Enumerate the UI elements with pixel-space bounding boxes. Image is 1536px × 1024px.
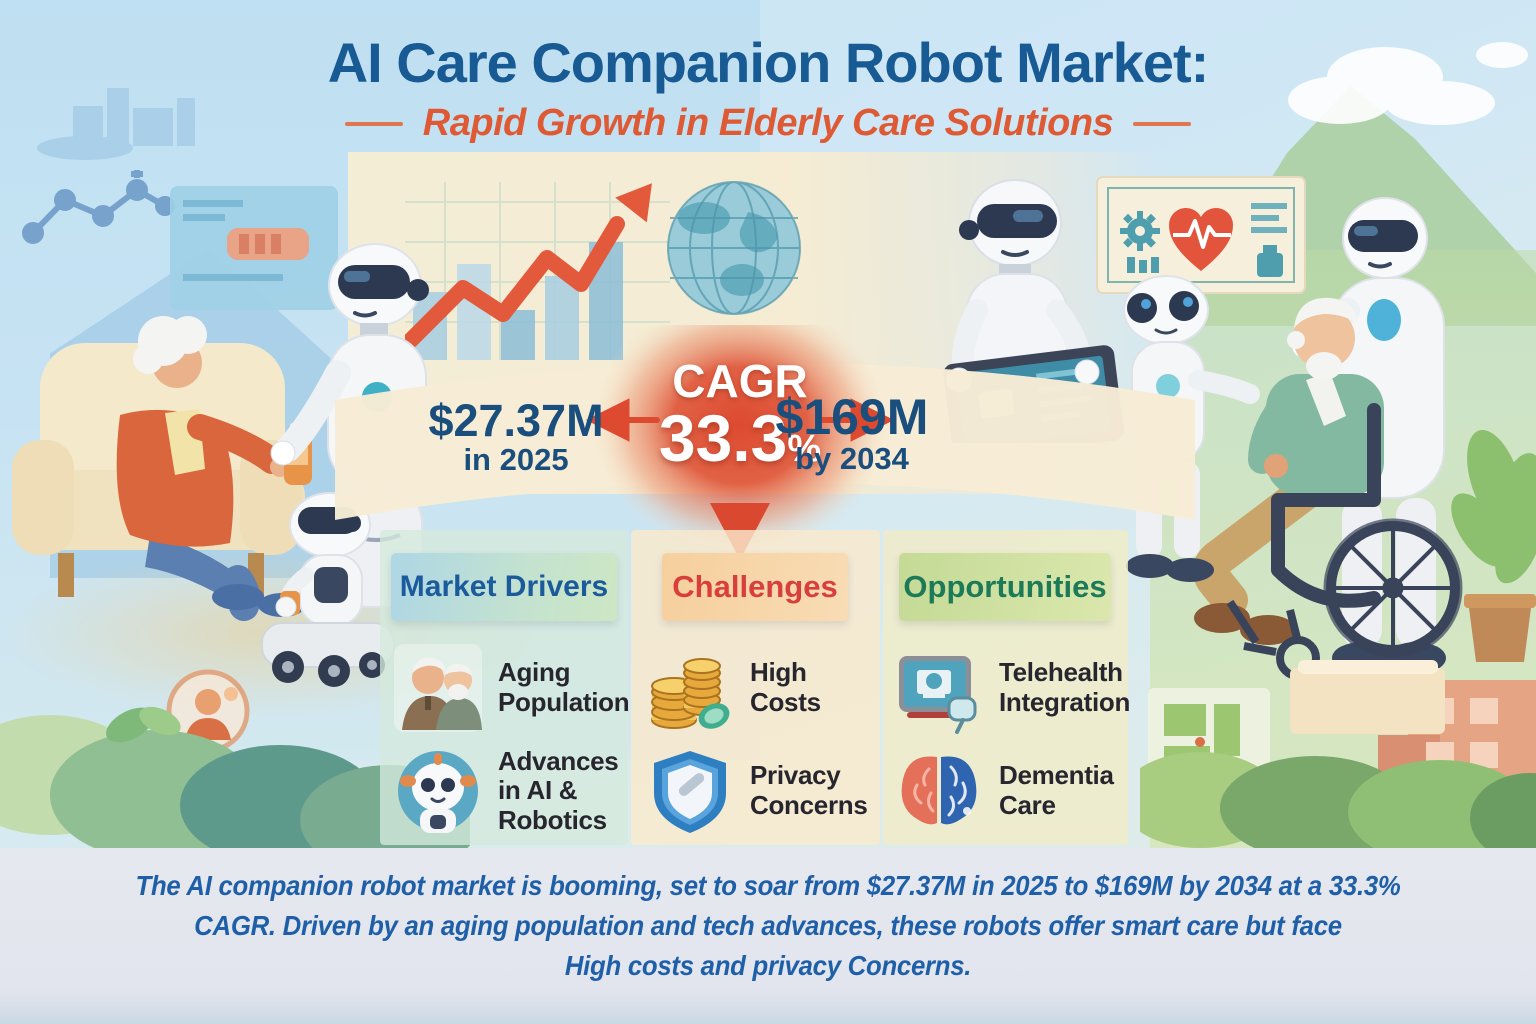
column-header-opportunities: Opportunities: [899, 553, 1111, 621]
start-period: in 2025: [463, 442, 569, 477]
footer-summary-line1: The AI companion robot market is booming…: [135, 870, 1401, 901]
cagr-number: 33.3: [658, 401, 788, 475]
clouds-icon: [1288, 42, 1528, 125]
cagr-label: CAGR: [672, 355, 808, 407]
right-arrow-icon: [820, 398, 895, 442]
heart-ecg-icon: [1169, 208, 1233, 271]
column-title: Market Drivers: [399, 570, 609, 603]
column-title: Opportunities: [903, 569, 1107, 604]
dashboard-panel-icon: [170, 186, 338, 310]
item-label: High Costs: [750, 657, 821, 717]
health-dashboard-card: [1096, 176, 1306, 294]
page-subtitle-row: Rapid Growth in Elderly Care Solutions: [0, 102, 1536, 145]
cagr-value: 33.3%: [630, 401, 850, 475]
column-header-challenges: Challenges: [662, 553, 848, 621]
footer-summary-line2: CAGR. Driven by an aging population and …: [194, 910, 1342, 941]
metric-end: $169M by 2034: [752, 392, 952, 476]
column-header-market-drivers: Market Drivers: [391, 553, 617, 621]
telehealth-monitor-icon: [899, 656, 977, 734]
end-period: by 2034: [795, 441, 909, 476]
rising-arrow-icon: [405, 183, 652, 348]
item-label: Privacy Concerns: [750, 760, 868, 820]
list-item-ai-robotics: Advances in AI & Robotics: [392, 745, 624, 837]
list-item-aging-population: Aging Population: [392, 642, 630, 734]
list-item-privacy-concerns: Privacy Concerns: [644, 745, 876, 837]
elderly-couple-icon: [394, 644, 482, 732]
coins-icon: [651, 658, 730, 729]
gear-icon: [1120, 211, 1160, 251]
metric-start: $27.37M in 2025: [421, 398, 611, 477]
page-subtitle: Rapid Growth in Elderly Care Solutions: [422, 102, 1114, 144]
item-label: Aging Population: [498, 657, 630, 717]
footer-summary-line3: High costs and privacy Concerns.: [564, 950, 972, 981]
potted-plant: [1451, 429, 1536, 662]
subtitle-dash: [1133, 121, 1192, 126]
city-skyline-icon: [37, 88, 195, 160]
person-circle-icon: [166, 669, 250, 753]
magnifier-icon: [947, 696, 977, 734]
growth-chart-illustration: [405, 182, 670, 360]
column-title: Challenges: [672, 569, 838, 604]
right-scene-illustration: [1123, 197, 1536, 680]
end-value: $169M: [775, 389, 929, 445]
item-label: Dementia Care: [999, 760, 1114, 820]
footer-band: [0, 848, 1536, 1024]
cagr-arch-band: [335, 325, 1195, 560]
wheelchair: [1226, 403, 1463, 680]
globe-icon: [667, 181, 801, 315]
page-title: AI Care Companion Robot Market:: [327, 31, 1210, 94]
brain-icon: [901, 756, 977, 825]
dot-line-chart-icon: [22, 170, 175, 244]
list-item-telehealth: Telehealth Integration: [893, 642, 1130, 734]
subtitle-dash: [344, 121, 403, 126]
cagr-block: CAGR 33.3%: [630, 358, 850, 473]
cagr-percent-sign: %: [787, 428, 822, 470]
list-item-dementia-care: Dementia Care: [893, 745, 1125, 837]
item-label: Advances in AI & Robotics: [498, 745, 619, 835]
left-scene-illustration: [12, 243, 429, 687]
list-item-high-costs: High Costs: [644, 642, 876, 734]
left-arrow-icon: [585, 398, 660, 442]
elderly-woman: [116, 316, 306, 621]
item-label: Telehealth Integration: [999, 657, 1131, 717]
topleft-decor-illustration: [22, 88, 338, 310]
shield-icon: [654, 751, 726, 833]
robot-head-icon: [398, 751, 478, 833]
start-value: $27.37M: [428, 395, 604, 446]
bushes-right: [1140, 660, 1536, 850]
